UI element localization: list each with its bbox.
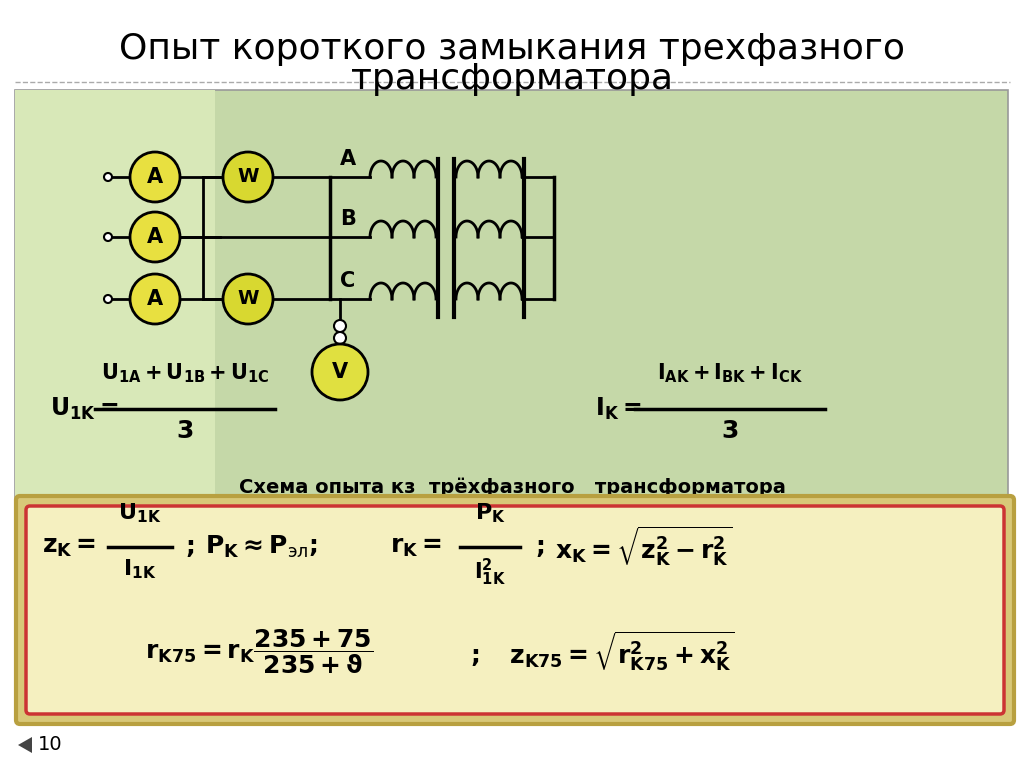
FancyBboxPatch shape	[15, 90, 1008, 535]
Text: $\mathbf{I_{1K}}$: $\mathbf{I_{1K}}$	[123, 557, 157, 581]
Text: $\mathbf{U_{1A}+U_{1B}+U_{1C}}$: $\mathbf{U_{1A}+U_{1B}+U_{1C}}$	[100, 361, 269, 385]
Text: V: V	[332, 362, 348, 382]
Text: $\mathbf{I_{K}=}$: $\mathbf{I_{K}=}$	[595, 396, 641, 422]
Text: $\mathbf{;}$: $\mathbf{;}$	[535, 535, 544, 559]
Text: $\mathbf{;}$: $\mathbf{;}$	[185, 535, 195, 559]
Text: Опыт короткого замыкания трехфазного: Опыт короткого замыкания трехфазного	[119, 32, 905, 66]
Text: $\mathbf{3}$: $\mathbf{3}$	[721, 419, 738, 443]
Text: A: A	[146, 167, 163, 187]
Circle shape	[104, 233, 112, 241]
Circle shape	[334, 332, 346, 344]
Text: A: A	[340, 149, 356, 169]
Text: A: A	[146, 289, 163, 309]
Text: $\mathbf{U_{1K}=}$: $\mathbf{U_{1K}=}$	[50, 396, 119, 422]
Circle shape	[104, 173, 112, 181]
Text: $\mathbf{I^2_{1K}}$: $\mathbf{I^2_{1K}}$	[474, 557, 506, 588]
Text: $\mathbf{r_K=}$: $\mathbf{r_K=}$	[390, 535, 442, 559]
Text: W: W	[238, 167, 259, 186]
Text: $\mathbf{r_{K75}=r_K\dfrac{235+75}{235+\vartheta}}$: $\mathbf{r_{K75}=r_K\dfrac{235+75}{235+\…	[145, 627, 374, 676]
Text: трансформатора: трансформатора	[351, 62, 673, 96]
Text: A: A	[146, 227, 163, 247]
Circle shape	[223, 152, 273, 202]
Text: $\mathbf{x_K=\sqrt{z^2_K-r^2_K}}$: $\mathbf{x_K=\sqrt{z^2_K-r^2_K}}$	[555, 525, 732, 569]
Circle shape	[334, 320, 346, 332]
Text: W: W	[238, 289, 259, 308]
FancyBboxPatch shape	[16, 496, 1014, 724]
Circle shape	[130, 212, 180, 262]
Text: C: C	[340, 271, 355, 291]
Text: $\mathbf{U_{1K}}$: $\mathbf{U_{1K}}$	[118, 502, 162, 525]
Circle shape	[130, 274, 180, 324]
Text: $\mathbf{z_K=}$: $\mathbf{z_K=}$	[42, 535, 96, 559]
Circle shape	[104, 295, 112, 303]
Text: $\mathbf{3}$: $\mathbf{3}$	[176, 419, 194, 443]
Text: $\mathbf{;\quad z_{K75}=\sqrt{r^2_{K75}+x^2_K}}$: $\mathbf{;\quad z_{K75}=\sqrt{r^2_{K75}+…	[470, 630, 735, 674]
Text: $\mathbf{I_{AK}+I_{BK}+I_{CK}}$: $\mathbf{I_{AK}+I_{BK}+I_{CK}}$	[657, 361, 803, 385]
FancyBboxPatch shape	[26, 506, 1004, 714]
Circle shape	[130, 152, 180, 202]
Circle shape	[223, 274, 273, 324]
Circle shape	[312, 344, 368, 400]
Text: 10: 10	[38, 736, 62, 755]
Text: B: B	[340, 209, 356, 229]
Text: $\mathbf{P_K \approx P_{\text{эл}};}$: $\mathbf{P_K \approx P_{\text{эл}};}$	[205, 534, 317, 560]
Polygon shape	[18, 737, 32, 753]
Text: $\mathbf{P_K}$: $\mathbf{P_K}$	[474, 502, 506, 525]
FancyBboxPatch shape	[15, 90, 215, 535]
Text: Схема опыта кз  трёхфазного   трансформатора: Схема опыта кз трёхфазного трансформатор…	[239, 478, 785, 497]
